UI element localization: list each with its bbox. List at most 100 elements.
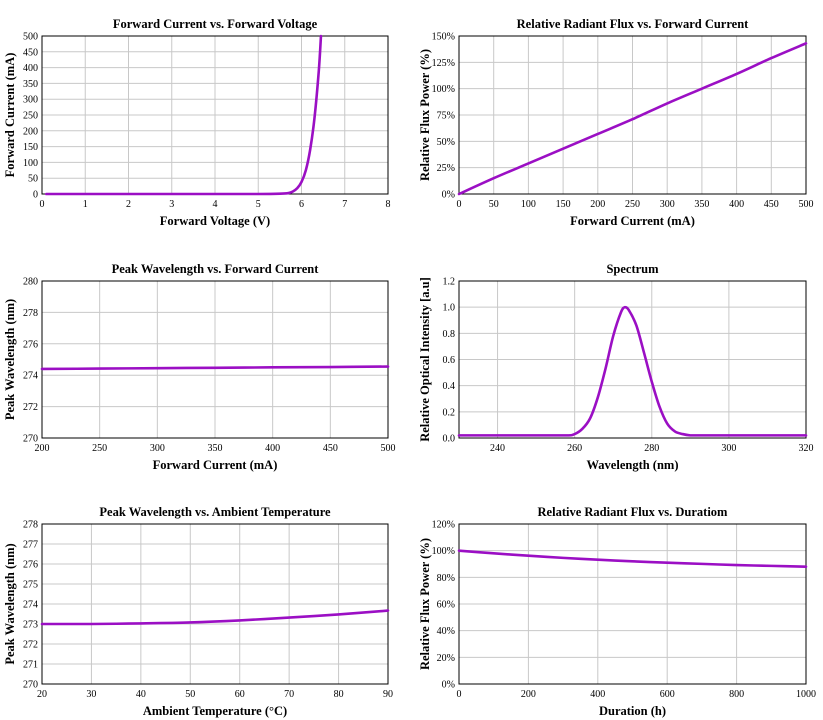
y-tick-label: 0% (442, 680, 455, 691)
x-tick-label: 400 (265, 443, 280, 454)
x-tick-label: 6 (299, 199, 304, 210)
chart-title: Relative Radiant Flux vs. Duratiom (538, 505, 729, 519)
chart-title: Relative Radiant Flux vs. Forward Curren… (517, 17, 750, 31)
y-tick-label: 278 (23, 308, 38, 319)
x-tick-label: 50 (185, 689, 195, 700)
y-tick-label: 25% (437, 163, 455, 174)
y-tick-label: 20% (437, 653, 455, 664)
chart-title: Forward Current vs. Forward Voltage (113, 17, 318, 31)
y-tick-label: 273 (23, 620, 38, 631)
y-tick-label: 278 (23, 520, 38, 531)
y-tick-label: 75% (437, 111, 455, 122)
x-axis-label: Ambient Temperature (°C) (143, 704, 287, 718)
x-tick-label: 0 (457, 199, 462, 210)
y-tick-label: 100 (23, 158, 38, 169)
y-tick-label: 350 (23, 79, 38, 90)
y-tick-label: 0 (33, 190, 38, 201)
y-tick-label: 274 (23, 371, 38, 382)
y-tick-label: 274 (23, 600, 38, 611)
y-tick-label: 120% (432, 520, 455, 531)
y-tick-label: 450 (23, 47, 38, 58)
y-axis-label: Relative Flux Power (%) (418, 49, 432, 181)
x-tick-label: 350 (208, 443, 223, 454)
y-tick-label: 50% (437, 137, 455, 148)
series-line (40, 365, 390, 371)
chart-title: Spectrum (606, 262, 659, 276)
x-tick-label: 200 (521, 689, 536, 700)
y-axis-label: Relative Optical Intensity [a.u] (418, 277, 432, 442)
y-tick-label: 0.6 (443, 355, 456, 366)
plot-frame (458, 35, 807, 195)
x-axis-label: Forward Current (mA) (153, 458, 278, 472)
series-line (45, 34, 323, 196)
x-tick-label: 200 (35, 443, 50, 454)
x-tick-label: 7 (342, 199, 347, 210)
y-tick-label: 272 (23, 640, 38, 651)
y-tick-label: 272 (23, 402, 38, 413)
y-tick-label: 0% (442, 190, 455, 201)
x-tick-label: 0 (40, 199, 45, 210)
x-axis-label: Forward Voltage (V) (160, 214, 270, 228)
y-tick-label: 271 (23, 660, 38, 671)
plot-frame (458, 523, 807, 685)
y-axis-label: Forward Current (mA) (3, 53, 17, 178)
y-tick-label: 277 (23, 540, 38, 551)
x-tick-label: 200 (590, 199, 605, 210)
y-axis-label: Relative Flux Power (%) (418, 538, 432, 670)
chart-spectrum: 240 260 280 300 320 0.0 0.2 0.4 0.6 0.8 1.0 1.2 Spec… (418, 262, 814, 472)
x-tick-label: 70 (284, 689, 294, 700)
x-tick-label: 300 (721, 443, 736, 454)
chart-iv: 0 1 2 3 4 5 6 7 8 0 50 100 150 200 250 300 350 400 450 500 F… (3, 17, 391, 228)
y-tick-label: 200 (23, 126, 38, 137)
x-tick-label: 150 (556, 199, 571, 210)
chart-title: Peak Wavelength vs. Forward Current (112, 262, 320, 276)
y-tick-label: 0.4 (443, 381, 456, 392)
x-tick-label: 0 (457, 689, 462, 700)
y-tick-label: 1.0 (443, 303, 456, 314)
chart-title: Peak Wavelength vs. Ambient Temperature (99, 505, 331, 519)
y-axis-label: Peak Wavelength (nm) (3, 543, 17, 664)
x-tick-label: 300 (150, 443, 165, 454)
y-axis-label: Peak Wavelength (nm) (3, 299, 17, 420)
x-tick-label: 1000 (796, 689, 816, 700)
y-tick-label: 276 (23, 560, 38, 571)
y-tick-label: 0.2 (443, 407, 456, 418)
x-axis-label: Duration (h) (599, 704, 666, 718)
x-tick-label: 300 (660, 199, 675, 210)
chart-flux-duration: 0 200 400 600 800 10000%20%40%60%80%100%120%R… (418, 505, 816, 718)
plot-frame (41, 280, 389, 439)
x-tick-label: 500 (381, 443, 396, 454)
y-tick-label: 60% (437, 600, 455, 611)
x-tick-label: 500 (799, 199, 814, 210)
x-tick-label: 400 (590, 689, 605, 700)
series-line (457, 549, 808, 568)
y-tick-label: 100% (432, 546, 455, 557)
y-tick-label: 0.8 (443, 329, 456, 340)
x-tick-label: 260 (567, 443, 582, 454)
chart-wl-temp: 20 30 40 50 60 70 80 90 270 271 272 273 274 275 276 277… (3, 505, 393, 718)
x-tick-label: 3 (169, 199, 174, 210)
y-tick-label: 40% (437, 626, 455, 637)
x-tick-label: 280 (644, 443, 659, 454)
y-tick-label: 275 (23, 580, 38, 591)
plot-frame (41, 523, 389, 685)
x-tick-label: 4 (213, 199, 218, 210)
x-tick-label: 1 (83, 199, 88, 210)
y-tick-label: 80% (437, 573, 455, 584)
y-tick-label: 400 (23, 63, 38, 74)
x-tick-label: 30 (86, 689, 96, 700)
y-tick-label: 150% (432, 32, 455, 43)
y-tick-label: 100% (432, 84, 455, 95)
y-tick-label: 270 (23, 680, 38, 691)
x-tick-label: 600 (660, 689, 675, 700)
plot-frame (458, 280, 807, 439)
x-tick-label: 800 (729, 689, 744, 700)
x-tick-label: 40 (136, 689, 146, 700)
x-tick-label: 400 (729, 199, 744, 210)
y-tick-label: 125% (432, 58, 455, 69)
y-tick-label: 280 (23, 277, 38, 288)
chart-wl-current: 200 250 300 350 400 450 500 270 272 274 276 278 280 P… (3, 262, 396, 472)
x-tick-label: 80 (334, 689, 344, 700)
